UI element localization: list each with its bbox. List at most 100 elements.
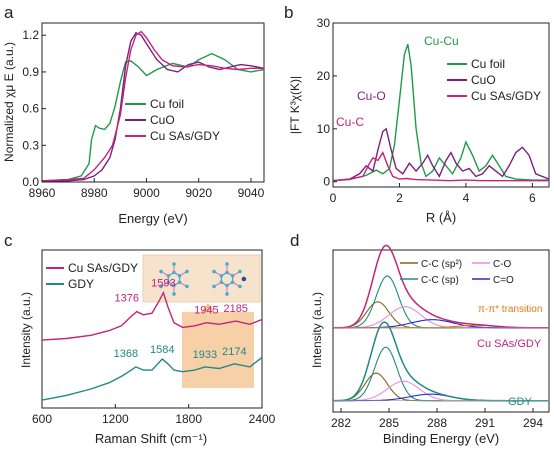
panel-c: 600 1200 1800 2400 1376 1593 1945 2185 1368 1584…: [19, 249, 276, 446]
x-tick-label-b: 2: [396, 191, 403, 205]
x-tick-label-d: 282: [331, 416, 351, 430]
x-tick-label-b: 0: [330, 191, 337, 205]
x-tick-label-a: 8980: [81, 186, 108, 200]
legend-label-cu-sas-gdy-c: Cu SAs/GDY: [68, 261, 138, 275]
legend-label-sp-d: C-C (sp): [421, 275, 459, 286]
carbon-atom: [225, 262, 229, 266]
y-axis-label-d: Intensity (a.u.): [310, 292, 324, 368]
carbon-atom: [185, 284, 189, 289]
carbon-atom: [159, 284, 163, 289]
legend-label-cu-foil-b: Cu foil: [471, 57, 505, 71]
peak-label-gdy-2174: 2174: [222, 346, 246, 358]
series-line-cuo-a: [42, 31, 265, 182]
y-tick-label-b: 10: [317, 122, 331, 136]
peak-label-cu-sas-gdy-2185: 2185: [223, 303, 247, 315]
plot-frame-d: [332, 249, 550, 413]
series-line-cu-foil-b: [332, 43, 549, 182]
annotation-cu-cu: Cu-Cu: [424, 34, 459, 48]
panel-d: 282 285 288 291 294 Binding Energy (eV) Inte…: [310, 244, 550, 446]
carbon-atom: [238, 284, 242, 289]
series-line-cu-sas-gdy-b: [332, 151, 549, 182]
y-tick-label-a: 0.6: [22, 102, 39, 116]
panel-letter-b: b: [284, 3, 293, 22]
copper-atom: [241, 276, 247, 282]
y-tick-label-b: 30: [317, 16, 331, 30]
x-tick-label-d: 294: [523, 416, 543, 430]
x-tick-label-d: 291: [475, 416, 495, 430]
series-line-cuo-b: [332, 127, 550, 182]
legend-d: C-C (sp²) C-O C-C (sp) C=O: [400, 259, 514, 286]
x-tick-label-b: 6: [529, 191, 536, 205]
annotation-gdy-d: GDY: [508, 396, 533, 408]
annotation-cu-sas-gdy-d: Cu SAs/GDY: [477, 338, 542, 350]
y-tick-label-b: 20: [317, 69, 331, 83]
annotation-cu-c: Cu-C: [336, 115, 364, 129]
peak-label-gdy-1933: 1933: [193, 349, 217, 361]
y-axis-label-b: |FT K³χ(K)|: [288, 76, 302, 134]
legend-label-co-d: C-O: [493, 259, 512, 270]
legend-b: Cu foil CuO Cu SAs/GDY: [447, 57, 541, 103]
peak-label-gdy-1368: 1368: [114, 348, 138, 360]
peak-label-gdy-1584: 1584: [150, 344, 174, 356]
x-tick-label-c: 600: [32, 412, 52, 426]
carbon-atom: [172, 262, 176, 266]
annotation-cu-o: Cu-O: [357, 89, 386, 103]
legend-label-cu-foil-a: Cu foil: [150, 97, 184, 111]
plot-frame-b: [332, 22, 550, 188]
legend-a: Cu foil CuO Cu SAs/GDY: [125, 97, 220, 143]
x-axis-label-b: R (Å): [426, 210, 456, 225]
carbon-atom: [159, 269, 163, 274]
plot-frame-c: [41, 249, 263, 409]
carbon-atom: [185, 269, 189, 274]
annotation-pi-pi-transition: π-π* transition: [478, 304, 542, 315]
legend-label-ceqo-d: C=O: [493, 275, 514, 286]
carbon-atom: [212, 269, 216, 274]
legend-label-cu-sas-gdy-b: Cu SAs/GDY: [471, 89, 541, 103]
y-tick-label-b: 0: [323, 175, 330, 189]
envelope-cu-sas-gdy: [333, 244, 549, 329]
x-tick-label-d: 288: [427, 416, 447, 430]
y-axis-label-c: Intensity (a.u.): [19, 292, 33, 368]
carbon-atom: [238, 269, 242, 274]
x-tick-label-c: 1200: [102, 412, 129, 426]
plot-frame-a: [41, 22, 265, 183]
x-tick-label-a: 9020: [185, 186, 212, 200]
panel-letter-c: c: [4, 231, 13, 250]
x-axis-label-a: Energy (eV): [118, 211, 187, 226]
panel-letter-d: d: [290, 231, 299, 250]
x-axis-label-c: Raman Shift (cm⁻¹): [95, 431, 207, 446]
y-tick-label-a: 0.3: [22, 138, 39, 152]
y-tick-label-a: 0.9: [22, 65, 39, 79]
x-tick-label-c: 2400: [249, 412, 276, 426]
legend-label-sp2-d: C-C (sp²): [421, 259, 462, 270]
panel-letter-a: a: [4, 3, 14, 22]
legend-label-gdy-c: GDY: [68, 277, 94, 291]
legend-label-cuo-a: CuO: [150, 113, 175, 127]
peak-label-cu-sas-gdy-1945: 1945: [194, 305, 218, 317]
y-axis-label-a: Normalized χμ E (a.u.): [2, 42, 16, 162]
inset-pointer-arrow: [201, 303, 215, 312]
peak-label-cu-sas-gdy-1593: 1593: [151, 278, 175, 290]
x-axis-label-c-text: Raman Shift (cm⁻¹): [95, 431, 207, 446]
series-line-cu-sas-gdy-a: [41, 30, 264, 182]
x-tick-label-a: 9000: [133, 186, 160, 200]
legend-c: Cu SAs/GDY GDY: [46, 261, 138, 291]
peak-label-cu-sas-gdy-1376: 1376: [115, 293, 139, 305]
panel-b: 0 2 4 6 0 10 20 30 R (Å) |FT K³χ(K)| Cu-Cu Cu-O…: [288, 16, 550, 225]
molecule-illustration: [159, 262, 247, 296]
carbon-atom: [212, 284, 216, 289]
series-line-gdy-c: [41, 356, 263, 401]
x-tick-label-a: 9040: [238, 186, 265, 200]
x-axis-label-d: Binding Energy (eV): [383, 431, 499, 446]
legend-label-cuo-b: CuO: [471, 73, 496, 87]
x-tick-label-b: 4: [463, 191, 470, 205]
carbon-atom: [225, 292, 229, 296]
legend-label-cu-sas-gdy-a: Cu SAs/GDY: [150, 129, 220, 143]
y-tick-label-a: 0.0: [22, 175, 39, 189]
series-line-cu-sas-gdy-c: [41, 290, 263, 341]
x-tick-label-d: 285: [379, 416, 399, 430]
carbon-atom: [172, 292, 176, 296]
envelope-gdy: [333, 321, 549, 402]
y-tick-label-a: 1.2: [22, 28, 39, 42]
